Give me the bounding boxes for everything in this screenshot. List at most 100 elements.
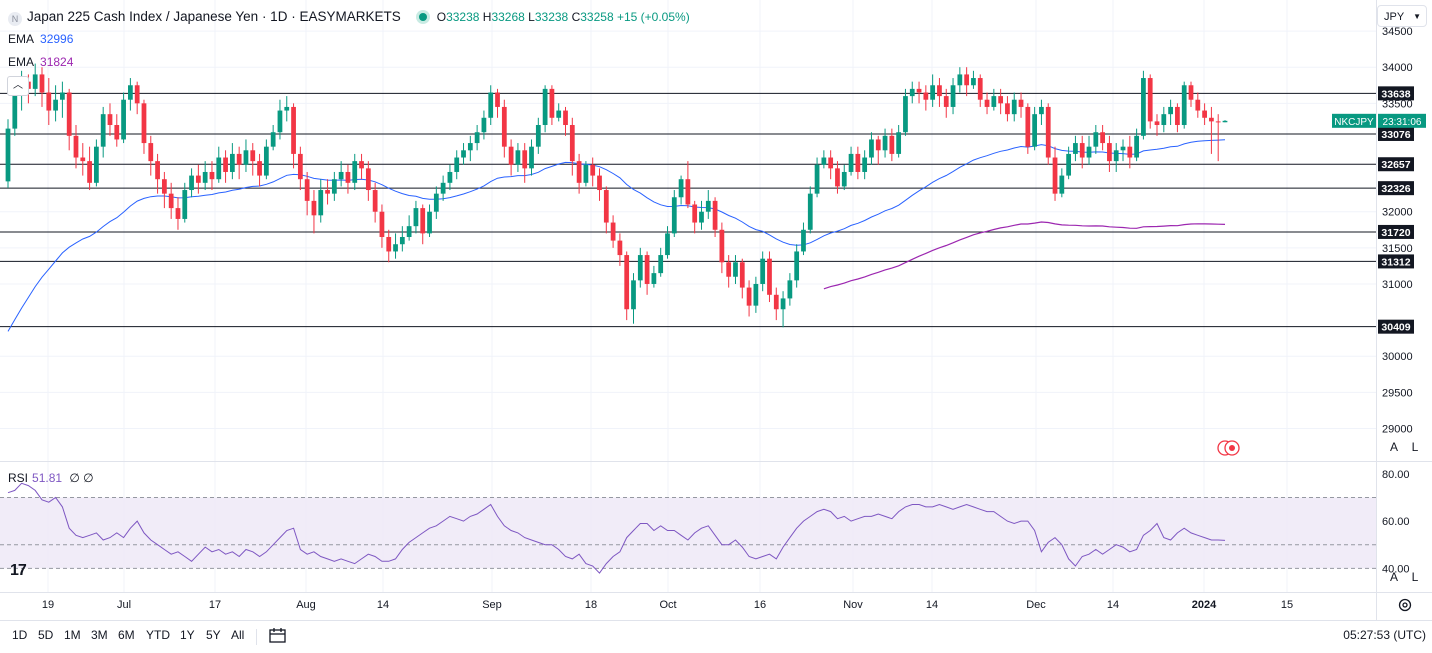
candle-body xyxy=(1059,175,1065,194)
candle-body xyxy=(1161,114,1167,126)
candle-body xyxy=(1011,99,1017,115)
target-icon[interactable] xyxy=(1216,439,1242,457)
level-label: 31312 xyxy=(1381,256,1410,268)
candle-body xyxy=(787,280,793,299)
candle-body xyxy=(603,190,609,223)
candle-body xyxy=(168,193,174,209)
candle-body xyxy=(916,88,922,93)
ema-legend-2[interactable]: EMA 31824 xyxy=(8,55,74,69)
candle-body xyxy=(12,88,18,129)
range-button-1m[interactable]: 1M xyxy=(64,628,81,642)
range-button-6m[interactable]: 6M xyxy=(118,628,135,642)
candle-body xyxy=(481,117,487,133)
rsi-legend[interactable]: RSI 51.81 ∅ ∅ xyxy=(8,471,94,485)
currency-select[interactable]: JPY ▼ xyxy=(1377,5,1427,27)
candle-body xyxy=(719,229,725,263)
candle-body xyxy=(60,92,65,100)
bottom-toolbar: 1D 5D 1M 3M 6M YTD 1Y 5Y All 05:27:53 (UTC) xyxy=(0,620,1432,653)
range-button-1y[interactable]: 1Y xyxy=(180,628,195,642)
rsi-log-scale-button[interactable]: L xyxy=(1411,570,1419,584)
symbol-title[interactable]: Japan 225 Cash Index / Japanese Yen · 1D… xyxy=(27,9,401,24)
rsi-auto-scale-button[interactable]: A xyxy=(1389,570,1398,584)
candle-body xyxy=(134,85,140,104)
time-tick-label: 14 xyxy=(1107,599,1119,611)
rsi-line xyxy=(7,482,1226,574)
candle-body xyxy=(760,258,766,284)
candle-body xyxy=(1032,114,1038,147)
candle-body xyxy=(189,175,194,191)
ohlc-values: O33238 H33268 L33238 C33258 +15 (+0.05%) xyxy=(436,10,690,24)
candle-body xyxy=(195,175,201,183)
candle-body xyxy=(1127,146,1133,158)
log-scale-button[interactable]: L xyxy=(1411,440,1419,454)
price-tick-label: 32000 xyxy=(1382,207,1413,219)
range-button-ytd[interactable]: YTD xyxy=(146,628,170,642)
candle-body xyxy=(535,125,541,147)
candle-body xyxy=(263,146,269,176)
candle-body xyxy=(148,143,154,162)
candle-body xyxy=(331,179,337,194)
range-button-all[interactable]: All xyxy=(231,628,245,642)
settings-icon[interactable] xyxy=(1396,596,1414,614)
candle-body xyxy=(848,153,854,172)
candle-body xyxy=(624,255,630,310)
candle-body xyxy=(563,110,568,126)
candle-body xyxy=(277,110,283,133)
candle-body xyxy=(495,92,500,107)
auto-scale-button[interactable]: A xyxy=(1389,440,1398,454)
price-chart[interactable]: 80.00 60.00 40.00 34500 34000 33500 32000 3150… xyxy=(0,0,1432,620)
candle-body xyxy=(1154,121,1160,126)
price-tick-label: 33500 xyxy=(1382,98,1413,110)
candle-body xyxy=(406,226,412,238)
candle-body xyxy=(930,85,936,100)
range-button-5d[interactable]: 5D xyxy=(38,628,54,642)
candle-body xyxy=(903,96,908,133)
candle-body xyxy=(617,240,623,256)
calendar-icon[interactable] xyxy=(268,627,288,645)
candle-body xyxy=(807,193,813,230)
candle-body xyxy=(549,88,555,118)
candle-body xyxy=(94,146,99,183)
candle-body xyxy=(427,211,432,234)
candle-body xyxy=(454,157,460,172)
candle-body xyxy=(311,200,317,216)
candle-body xyxy=(155,161,160,180)
candle-body xyxy=(1005,103,1010,115)
candle-body xyxy=(474,132,480,144)
time-tick-label: 16 xyxy=(754,599,766,611)
candle-body xyxy=(841,171,847,187)
candle-body xyxy=(270,132,276,147)
time-tick-label: Jul xyxy=(117,599,131,611)
level-label-box xyxy=(1378,319,1414,334)
candle-body xyxy=(345,171,351,183)
candle-body xyxy=(828,157,834,169)
range-button-5y[interactable]: 5Y xyxy=(206,628,221,642)
candle-body xyxy=(991,96,997,107)
utc-clock[interactable]: 05:27:53 (UTC) xyxy=(1343,628,1426,642)
candle-body xyxy=(461,150,466,158)
candle-body xyxy=(1222,120,1228,123)
collapse-legend-button[interactable]: ︿ xyxy=(7,76,29,96)
candle-body xyxy=(943,96,949,107)
candle-body xyxy=(821,157,827,165)
rsi-tick-label: 60.00 xyxy=(1382,516,1410,528)
range-button-3m[interactable]: 3M xyxy=(91,628,108,642)
candle-body xyxy=(359,161,364,169)
candle-body xyxy=(814,164,820,194)
candle-body xyxy=(32,74,38,89)
candle-body xyxy=(644,255,650,284)
rsi-tick-label: 40.00 xyxy=(1382,563,1410,575)
candle-body xyxy=(440,182,446,194)
candle-body xyxy=(433,193,439,212)
price-tick-label: 31500 xyxy=(1382,243,1413,255)
market-open-icon xyxy=(418,13,427,21)
candle-body xyxy=(651,273,657,284)
candles xyxy=(5,63,1228,328)
countdown-label: 23:31:06 xyxy=(1383,117,1422,128)
price-tick-label: 29000 xyxy=(1382,423,1413,435)
candle-body xyxy=(1100,132,1105,144)
range-button-1d[interactable]: 1D xyxy=(12,628,28,642)
candle-body xyxy=(80,157,86,162)
ema-legend-1[interactable]: EMA 32996 xyxy=(8,32,74,46)
candle-body xyxy=(229,153,235,172)
